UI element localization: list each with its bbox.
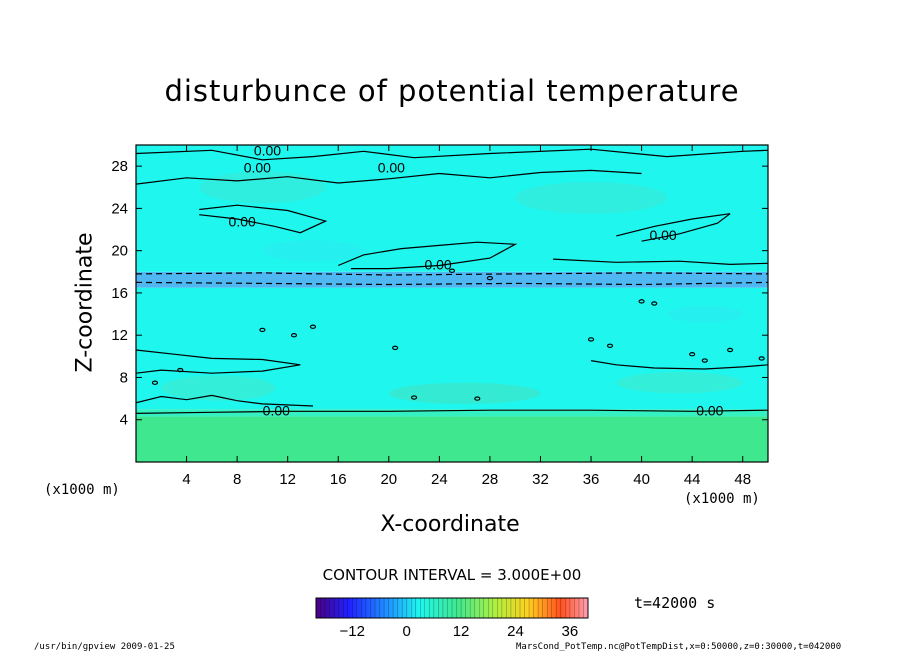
x-tick-label-7: 32 — [532, 471, 549, 488]
contour-blob-4 — [309, 324, 317, 329]
contour-line-7 — [616, 213, 731, 242]
contour-label-0: 0.00 — [254, 143, 281, 159]
contour-blob-3 — [290, 333, 298, 338]
field-patch-0 — [161, 375, 276, 401]
x-axis-label: X-coordinate — [380, 512, 520, 537]
contour-line-5 — [337, 241, 518, 270]
contour-blob-14 — [726, 347, 734, 353]
contour-line-0 — [136, 409, 768, 414]
x-tick-label-0: 4 — [182, 471, 190, 488]
x-tick-label-6: 28 — [482, 471, 499, 488]
plot-frame — [135, 144, 769, 463]
x-tick-label-10: 44 — [684, 471, 701, 488]
contour-blob-2 — [259, 327, 266, 333]
field-patch-5 — [666, 305, 743, 323]
x-unit-left: (x1000 m) — [44, 482, 120, 498]
contour-blob-7 — [474, 396, 481, 401]
colorbar-tick-label-3: 24 — [507, 623, 524, 640]
contour-blob-5 — [392, 345, 399, 351]
contour-blob-13 — [701, 358, 708, 363]
contour-label-2: 0.00 — [229, 213, 256, 229]
contour-blob-10 — [638, 299, 645, 304]
contour-blob-17 — [486, 275, 494, 281]
field-patch-3 — [199, 171, 326, 204]
contour-blob-12 — [689, 352, 696, 357]
contour-line-10 — [553, 258, 768, 266]
colorbar-tick-label-0: −12 — [340, 623, 365, 640]
x-tick-label-4: 20 — [380, 471, 397, 488]
contour-line-1 — [136, 394, 314, 407]
chart-title: disturbunce of potential temperature — [164, 74, 740, 108]
colorbar-tick-label-1: 0 — [402, 623, 410, 640]
contour-line-4 — [136, 272, 768, 276]
y-tick-label-4: 20 — [111, 243, 128, 260]
contour-blob-11 — [651, 301, 658, 306]
contour-line-8 — [136, 169, 642, 185]
field-patch-6 — [262, 240, 364, 262]
contour-line-9 — [136, 148, 768, 161]
contour-blob-6 — [410, 395, 418, 400]
field-patch-4 — [515, 181, 667, 214]
x-tick-label-11: 48 — [734, 471, 751, 488]
contour-line-6 — [199, 204, 328, 234]
contour-line-3 — [136, 281, 768, 286]
colorbar-tick-label-2: 12 — [453, 623, 470, 640]
field-band-0 — [136, 416, 768, 462]
y-tick-label-6: 28 — [111, 158, 128, 175]
contour-label-4: 0.00 — [424, 257, 451, 273]
y-axis-label: Z-coordinate — [72, 232, 98, 373]
footer-command: /usr/bin/gpview 2009-01-25 — [34, 642, 175, 652]
time-label: t=42000 s — [634, 594, 716, 612]
footer-source: MarsCond_PotTemp.nc@PotTempDist,x=0:5000… — [516, 642, 842, 652]
y-tick-label-3: 16 — [111, 285, 128, 302]
x-tick-label-9: 40 — [633, 471, 650, 488]
x-tick-label-1: 8 — [233, 471, 241, 488]
field-band-4 — [136, 145, 768, 272]
y-tick-label-1: 8 — [120, 369, 128, 386]
contour-blob-0 — [151, 380, 159, 385]
y-tick-label-5: 24 — [111, 200, 128, 217]
x-tick-label-2: 12 — [279, 471, 296, 488]
y-tick-label-2: 12 — [111, 327, 128, 344]
field-band-1 — [136, 409, 768, 417]
contour-blob-16 — [448, 268, 456, 273]
contour-label-7: 0.00 — [696, 403, 723, 419]
contour-interval-label: CONTOUR INTERVAL = 3.000E+00 — [322, 566, 582, 584]
contour-label-5: 0.00 — [649, 227, 676, 243]
field-patch-2 — [616, 372, 743, 394]
contour-label-3: 0.00 — [378, 159, 405, 175]
field-band-3 — [136, 271, 768, 288]
contour-blob-15 — [758, 356, 765, 361]
colorbar-tick-label-4: 36 — [562, 623, 579, 640]
contour-blob-1 — [177, 367, 184, 373]
contour-blob-9 — [606, 343, 614, 348]
contour-label-1: 0.00 — [244, 159, 271, 175]
contour-blob-8 — [587, 337, 595, 342]
contour-label-6: 0.00 — [263, 403, 290, 419]
x-unit-right: (x1000 m) — [684, 491, 760, 507]
x-tick-label-3: 16 — [330, 471, 347, 488]
contour-line-11 — [590, 360, 768, 370]
field-patch-1 — [388, 382, 541, 404]
y-tick-label-0: 4 — [120, 412, 128, 429]
x-tick-label-8: 36 — [583, 471, 600, 488]
x-tick-label-5: 24 — [431, 471, 448, 488]
